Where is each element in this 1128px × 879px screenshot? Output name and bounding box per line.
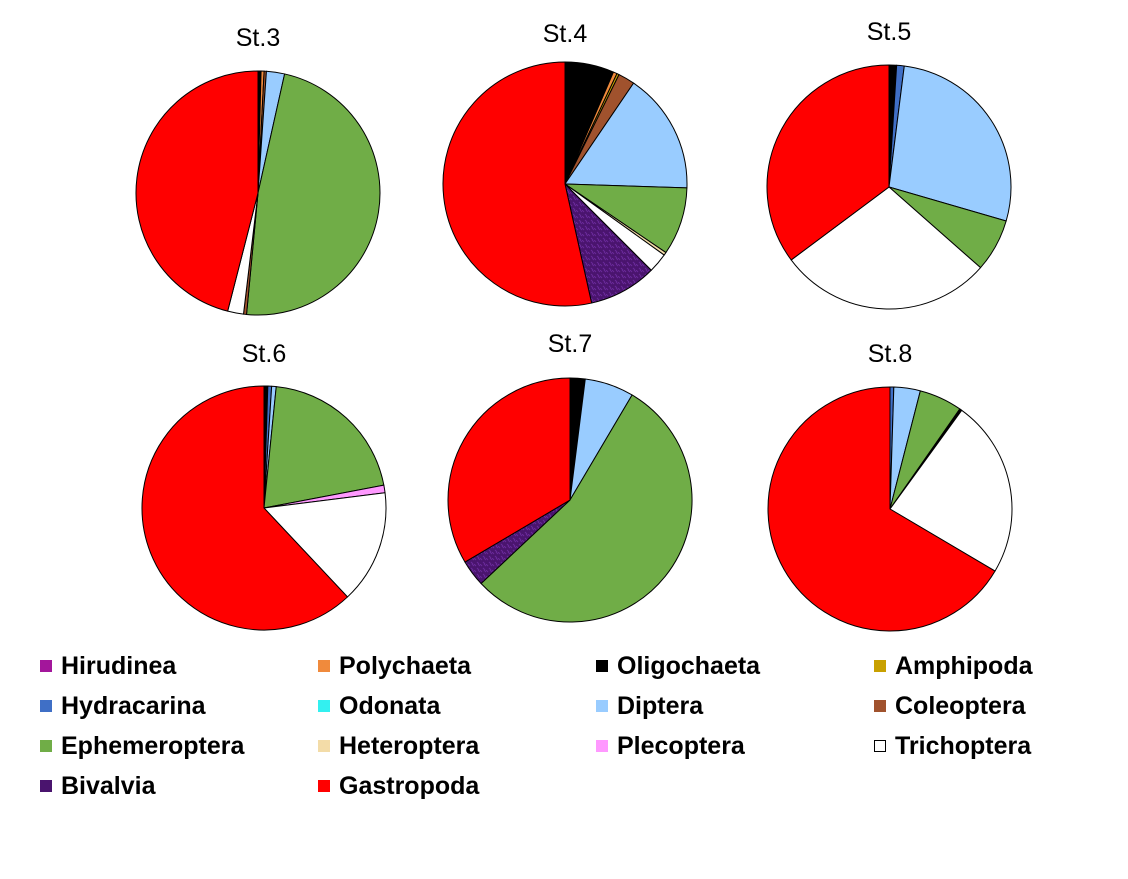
legend-swatch bbox=[318, 780, 330, 792]
pie-slice-trichoptera bbox=[790, 186, 982, 310]
pie-st3: St.3 bbox=[135, 24, 381, 316]
legend-item-amphipoda: Amphipoda bbox=[874, 648, 1033, 684]
legend-label: Hirudinea bbox=[61, 651, 177, 680]
legend-label: Diptera bbox=[617, 691, 704, 720]
legend-label: Coleoptera bbox=[895, 691, 1026, 720]
pie-slice-gastropoda bbox=[766, 64, 890, 261]
legend-label: Heteroptera bbox=[339, 731, 480, 760]
legend-label: Bivalvia bbox=[61, 771, 156, 800]
pie-slice-gastropoda bbox=[141, 385, 349, 631]
legend-swatch bbox=[874, 740, 886, 752]
pie-slice-gastropoda bbox=[442, 61, 593, 307]
legend-label: Plecoptera bbox=[617, 731, 745, 760]
pie-slice-gastropoda bbox=[767, 386, 996, 632]
legend-item-plecoptera: Plecoptera bbox=[596, 728, 745, 764]
legend-swatch bbox=[596, 740, 608, 752]
pie-title: St.3 bbox=[236, 24, 280, 52]
legend-swatch bbox=[318, 660, 330, 672]
pie-title: St.6 bbox=[242, 340, 286, 368]
pie-slice-trichoptera bbox=[263, 492, 387, 598]
legend-swatch bbox=[596, 700, 608, 712]
legend-item-trichoptera: Trichoptera bbox=[874, 728, 1031, 764]
legend-item-diptera: Diptera bbox=[596, 688, 703, 724]
legend-swatch bbox=[40, 660, 52, 672]
legend-swatch bbox=[40, 780, 52, 792]
pie-title: St.5 bbox=[867, 18, 911, 46]
pie-st4: St.4 bbox=[442, 20, 688, 307]
legend-item-oligochaeta: Oligochaeta bbox=[596, 648, 760, 684]
pie-slice-trichoptera bbox=[889, 409, 1013, 572]
legend-label: Amphipoda bbox=[895, 651, 1033, 680]
pie-slice-ephemeroptera bbox=[246, 73, 381, 316]
legend-swatch bbox=[874, 660, 886, 672]
legend-item-hirudinea: Hirudinea bbox=[40, 648, 176, 684]
pie-slice-gastropoda bbox=[135, 70, 259, 312]
legend-label: Hydracarina bbox=[61, 691, 206, 720]
legend-item-polychaeta: Polychaeta bbox=[318, 648, 471, 684]
pie-slice-ephemeroptera bbox=[263, 386, 385, 509]
legend-item-hydracarina: Hydracarina bbox=[40, 688, 206, 724]
legend-swatch bbox=[40, 740, 52, 752]
legend-swatch bbox=[318, 740, 330, 752]
legend-label: Ephemeroptera bbox=[61, 731, 245, 760]
legend-item-bivalvia: Bivalvia bbox=[40, 768, 156, 804]
legend-swatch bbox=[318, 700, 330, 712]
pie-st8: St.8 bbox=[767, 340, 1013, 632]
pie-slice-diptera bbox=[564, 82, 688, 189]
legend-label: Polychaeta bbox=[339, 651, 472, 680]
pie-st7: St.7 bbox=[447, 330, 693, 623]
legend-label: Trichoptera bbox=[895, 731, 1032, 760]
legend-item-coleoptera: Coleoptera bbox=[874, 688, 1026, 724]
legend-swatch bbox=[596, 660, 608, 672]
pie-slice-gastropoda bbox=[447, 377, 571, 563]
legend-swatch bbox=[40, 700, 52, 712]
pie-slice-diptera bbox=[888, 65, 1012, 222]
legend-item-heteroptera: Heteroptera bbox=[318, 728, 479, 764]
legend-item-gastropoda: Gastropoda bbox=[318, 768, 479, 804]
pie-title: St.4 bbox=[543, 20, 588, 48]
legend-label: Odonata bbox=[339, 691, 441, 720]
legend-label: Gastropoda bbox=[339, 771, 480, 800]
pie-title: St.8 bbox=[868, 340, 912, 368]
pie-title: St.7 bbox=[548, 330, 592, 358]
legend-item-ephemeroptera: Ephemeroptera bbox=[40, 728, 244, 764]
pie-st5: St.5 bbox=[766, 18, 1012, 310]
pie-st6: St.6 bbox=[141, 340, 387, 631]
legend-swatch bbox=[874, 700, 886, 712]
legend-item-odonata: Odonata bbox=[318, 688, 440, 724]
pie-slice-ephemeroptera bbox=[480, 394, 693, 623]
legend-label: Oligochaeta bbox=[617, 651, 761, 680]
